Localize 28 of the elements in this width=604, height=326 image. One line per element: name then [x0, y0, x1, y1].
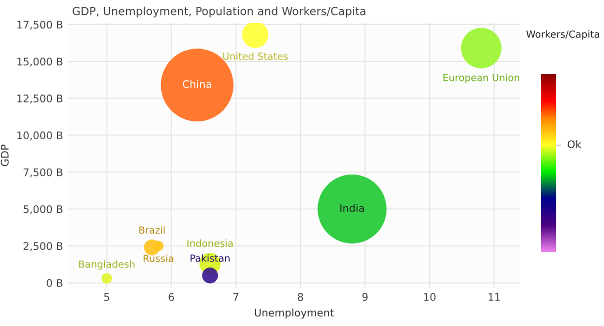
- y-tick-label: 0 B: [46, 279, 62, 287]
- x-tick-label: 11: [488, 293, 500, 301]
- y-axis-title: GDP: [0, 144, 9, 166]
- chart-title: GDP, Unemployment, Population and Workers/Capita: [72, 6, 366, 18]
- x-tick-label: 6: [168, 293, 174, 301]
- y-tick-label: 2,500 B: [24, 242, 62, 252]
- text: Ok: [568, 140, 582, 148]
- x-tick-label: 9: [362, 293, 368, 301]
- x-tick-label: 7: [233, 293, 238, 301]
- annotation: Brazil: [139, 226, 165, 234]
- x-axis-title: Unemployment: [254, 308, 334, 319]
- x-tick-label: 8: [298, 293, 304, 301]
- annotation: European Union: [443, 74, 520, 84]
- annotation: Indonesia: [188, 239, 233, 247]
- y-tick-label: 15,000 B: [17, 58, 62, 67]
- y-tick-label: 10,000 B: [17, 131, 62, 140]
- annotation: India: [340, 204, 364, 212]
- annotation: United States: [223, 52, 288, 60]
- annotation: Russia: [144, 254, 174, 262]
- annotation: Bangladesh: [79, 260, 134, 270]
- x-tick-label: 5: [104, 293, 110, 301]
- x-tick-label: 10: [424, 293, 436, 301]
- y-tick-label: 12,500 B: [17, 94, 62, 104]
- y-tick-label: 7,500 B: [24, 168, 62, 178]
- y-tick-label: 17,500 B: [17, 20, 62, 30]
- annotation: China: [182, 80, 212, 88]
- color-bar-title: Workers/Capita: [526, 30, 600, 40]
- y-tick-label: 5,000 B: [24, 205, 62, 214]
